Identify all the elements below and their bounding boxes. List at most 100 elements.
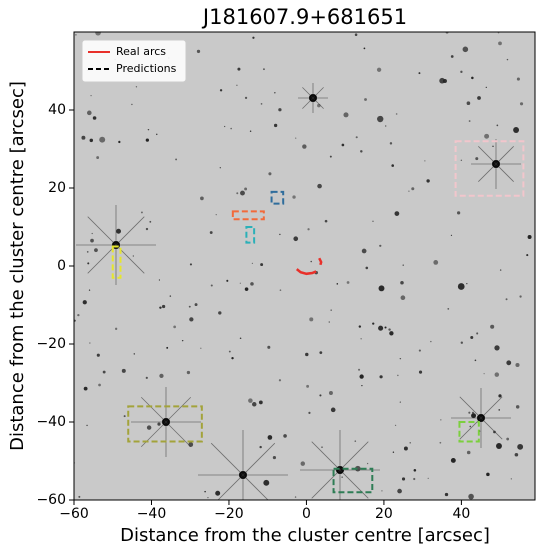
source — [355, 440, 357, 442]
source — [343, 112, 348, 117]
source — [147, 425, 151, 429]
source — [470, 336, 473, 339]
source — [362, 249, 367, 254]
source — [83, 300, 87, 304]
source — [468, 494, 474, 500]
source — [492, 146, 493, 147]
source — [175, 158, 177, 160]
source — [390, 142, 392, 144]
source — [84, 387, 88, 391]
source — [496, 125, 498, 127]
y-tick-label: −60 — [36, 492, 66, 508]
source — [240, 337, 242, 339]
source — [274, 92, 275, 93]
source — [466, 283, 467, 284]
source — [259, 446, 261, 448]
legend-label: Predictions — [116, 62, 177, 75]
source — [404, 447, 408, 451]
source — [268, 172, 271, 175]
source — [77, 314, 79, 316]
source — [220, 89, 222, 91]
source — [305, 353, 308, 356]
source — [293, 236, 298, 241]
source — [240, 283, 241, 284]
source — [93, 116, 97, 120]
source — [358, 369, 360, 371]
source — [447, 308, 449, 310]
source — [476, 332, 478, 334]
source — [310, 261, 312, 263]
source — [197, 50, 200, 53]
source — [115, 328, 117, 330]
source — [475, 359, 477, 361]
source — [413, 478, 415, 480]
x-axis-label: Distance from the cluster centre [arcsec… — [120, 525, 490, 546]
source — [364, 98, 367, 101]
y-axis-label: Distance from the cluster centre [arcsec… — [7, 81, 28, 451]
source — [295, 138, 296, 139]
source — [347, 281, 350, 284]
source — [166, 347, 168, 349]
source — [280, 289, 282, 291]
source — [94, 248, 98, 252]
source — [337, 283, 339, 285]
source — [389, 331, 393, 335]
source — [513, 127, 519, 133]
source — [433, 260, 438, 265]
source — [426, 179, 429, 182]
source — [419, 371, 422, 374]
source — [439, 442, 441, 444]
source — [162, 305, 165, 308]
source — [92, 233, 93, 234]
source — [133, 255, 134, 256]
source — [263, 68, 265, 70]
source — [87, 262, 89, 264]
source — [498, 42, 502, 46]
y-tick-label: 40 — [48, 102, 66, 118]
source — [292, 195, 295, 198]
x-tick-label: −60 — [59, 506, 89, 522]
source — [159, 374, 163, 378]
source — [511, 478, 512, 479]
source — [98, 384, 101, 387]
source — [359, 325, 361, 327]
source — [237, 68, 240, 71]
source — [443, 79, 447, 83]
source — [204, 491, 206, 493]
source — [90, 95, 91, 96]
source — [414, 469, 417, 472]
source — [329, 391, 333, 395]
source — [309, 317, 313, 321]
source — [267, 346, 270, 349]
source — [211, 284, 213, 286]
source — [458, 283, 465, 290]
source — [252, 37, 254, 39]
source — [516, 405, 519, 408]
source — [440, 419, 441, 420]
source — [519, 295, 521, 297]
source — [396, 113, 398, 115]
source — [457, 211, 460, 214]
source — [496, 443, 502, 449]
source — [189, 306, 191, 308]
source — [159, 279, 160, 280]
source — [477, 96, 481, 100]
source — [400, 401, 401, 402]
source — [252, 402, 256, 406]
source — [81, 136, 85, 140]
source — [190, 263, 192, 265]
source — [87, 111, 92, 116]
source — [252, 263, 253, 264]
source — [472, 412, 474, 414]
source — [159, 306, 161, 308]
source — [528, 235, 532, 239]
source — [381, 490, 382, 491]
source — [364, 48, 366, 50]
source — [430, 341, 431, 342]
source — [517, 444, 523, 450]
source — [365, 267, 368, 270]
source — [236, 85, 237, 86]
source — [134, 353, 135, 354]
source — [372, 323, 374, 325]
source — [279, 379, 281, 381]
